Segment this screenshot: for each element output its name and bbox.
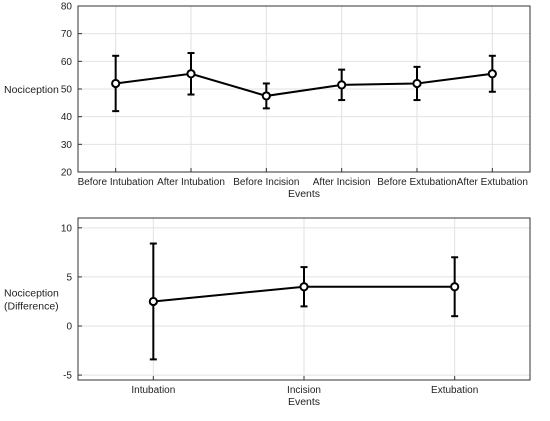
y-tick-label: 60 — [61, 57, 73, 68]
data-point — [299, 282, 309, 292]
x-tick-label: Before Intubation — [78, 177, 154, 188]
chart-1: 20 30 40 50 60 70 80 Before Intubation After Int… — [4, 2, 531, 200]
x-axis-label: Events — [288, 396, 320, 408]
x-tick-label: Extubation — [431, 385, 478, 396]
y-tick-label: 50 — [61, 85, 73, 96]
y-tick-label: 20 — [61, 168, 73, 179]
y-axis-label: (Difference) — [4, 301, 59, 313]
x-tick-label: After Incision — [313, 177, 371, 188]
data-point — [487, 69, 497, 79]
data-point — [186, 69, 196, 79]
x-tick-label: After Extubation — [457, 177, 528, 188]
y-tick-label: 0 — [66, 322, 72, 333]
y-tick-label: 5 — [66, 272, 72, 283]
y-tick-label: 30 — [61, 140, 73, 151]
data-point — [261, 91, 271, 101]
x-tick-label: Incision — [287, 385, 321, 396]
data-point — [337, 80, 347, 90]
x-tick-label: Before Incision — [233, 177, 299, 188]
x-tick-label: Before Extubation — [377, 177, 457, 188]
chart-2: -5 0 5 10 Intubation Incision Extubation Events… — [4, 217, 531, 408]
y-axis-label: Nociception — [4, 84, 59, 96]
y-tick-label: 40 — [61, 112, 73, 123]
x-tick-label: Intubation — [131, 385, 175, 396]
data-point — [148, 296, 158, 307]
y-tick-label: -5 — [63, 371, 72, 382]
y-tick-label: 10 — [61, 223, 73, 234]
data-point — [450, 282, 460, 292]
y-tick-label: 80 — [61, 2, 73, 13]
series-line — [115, 72, 493, 97]
x-tick-label: After Intubation — [157, 177, 225, 188]
y-axis-label: Nociception — [4, 288, 59, 300]
data-point — [412, 78, 422, 89]
x-axis-label: Events — [288, 188, 320, 200]
data-point — [111, 78, 121, 89]
y-tick-label: 70 — [61, 29, 73, 40]
